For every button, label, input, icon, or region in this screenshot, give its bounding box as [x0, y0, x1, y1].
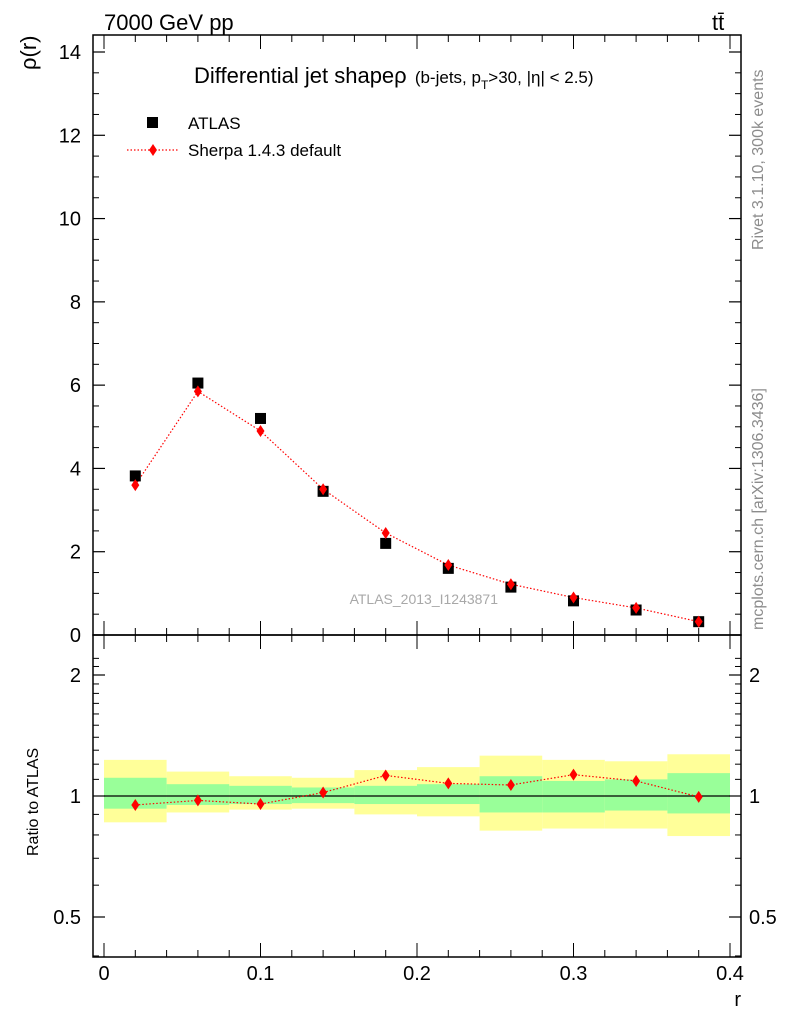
x-tick-label: 0.4 [716, 963, 744, 985]
main-y-tick-label: 6 [70, 375, 81, 397]
ratio-sherpa-point [381, 769, 390, 782]
atlas-data-point [192, 377, 204, 389]
main-plot-panel: 0 2 4 6 8 10 12 14 ρ(r) Differential jet shapeρ… [16, 34, 742, 647]
main-y-axis-label: ρ(r) [16, 36, 41, 71]
ratio-sherpa-point [569, 768, 578, 781]
x-axis-label: r [734, 989, 741, 1011]
main-title-sub-3: >30, |η| < 2.5) [488, 68, 593, 87]
main-y-tick-label: 12 [59, 125, 81, 147]
ratio-sherpa-point [694, 790, 703, 803]
sherpa-data-point [256, 424, 265, 437]
sherpa-data-point [506, 578, 515, 591]
sherpa-data-point [694, 615, 703, 628]
legend-marker-atlas [147, 117, 158, 128]
mcplots-label: mcplots.cern.ch [arXiv:1306.3436] [750, 388, 767, 630]
ratio-sherpa-point [131, 798, 140, 811]
atlas-data-point [380, 537, 392, 549]
analysis-watermark: ATLAS_2013_I1243871 [350, 591, 499, 607]
rivet-label: Rivet 3.1.10, 300k events [750, 69, 767, 250]
main-y-tick-label: 14 [59, 42, 81, 64]
ratio-inner-band-bin [542, 780, 605, 813]
ratio-y-tick-label-right: 0.5 [749, 907, 777, 929]
ratio-inner-band-bin [229, 785, 292, 805]
energy-label: 7000 GeV pp [104, 10, 234, 35]
sherpa-data-point [569, 591, 578, 604]
ratio-sherpa-point [506, 779, 515, 792]
legend-label-sherpa: Sherpa 1.4.3 default [188, 141, 341, 160]
legend: ATLAS Sherpa 1.4.3 default [127, 114, 341, 160]
main-y-tick-label: 8 [70, 292, 81, 314]
main-y-tick-label: 10 [59, 209, 81, 231]
ratio-y-tick-label: 2 [70, 665, 81, 687]
main-y-tick-label: 4 [70, 458, 81, 480]
ratio-sherpa-point [256, 798, 265, 811]
ratio-sherpa-point [319, 786, 328, 799]
main-title-sub-1: (b-jets, p [415, 68, 481, 87]
x-tick-label: 0.3 [560, 963, 588, 985]
sherpa-data-point [193, 385, 202, 398]
ratio-y-tick-label-right: 1 [749, 786, 760, 808]
legend-marker-sherpa [149, 144, 157, 156]
sherpa-data-point [632, 601, 641, 614]
atlas-data-point [129, 470, 141, 482]
x-tick-label: 0.1 [247, 963, 275, 985]
x-tick-label: 0 [98, 963, 109, 985]
ratio-y-tick-label: 0.5 [53, 907, 81, 929]
ratio-inner-band-bin [417, 784, 480, 805]
main-y-tick-label: 0 [70, 625, 81, 647]
sherpa-data-point [444, 559, 453, 572]
ratio-sherpa-point [193, 794, 202, 807]
process-label: tt̄ [712, 10, 724, 35]
ratio-y-tick-label: 1 [70, 786, 81, 808]
atlas-data-point [255, 412, 266, 424]
legend-label-atlas: ATLAS [188, 114, 241, 133]
ratio-y-tick-label-right: 2 [749, 665, 760, 687]
sherpa-data-point [319, 483, 328, 496]
ratio-sherpa-point [444, 777, 453, 790]
ratio-y-axis-label: Ratio to ATLAS [25, 748, 42, 856]
x-tick-label: 0.2 [403, 963, 431, 985]
ratio-plot-panel: 0.5 0.51 12 2 0 0.1 0.2 0.3 0.4 Ratio to ATLAS … [25, 634, 777, 1011]
main-title-sub-2: T [481, 78, 489, 92]
sherpa-data-point [381, 526, 390, 539]
main-title: Differential jet shapeρ (b-jets, pT>30, … [194, 63, 594, 92]
main-y-tick-label: 2 [70, 542, 81, 564]
sherpa-data-point [131, 479, 140, 492]
ratio-sherpa-point [632, 774, 641, 787]
sherpa-line [134, 390, 699, 623]
ratio-inner-band-bin [354, 785, 417, 805]
main-title-main: Differential jet shapeρ [194, 63, 407, 88]
